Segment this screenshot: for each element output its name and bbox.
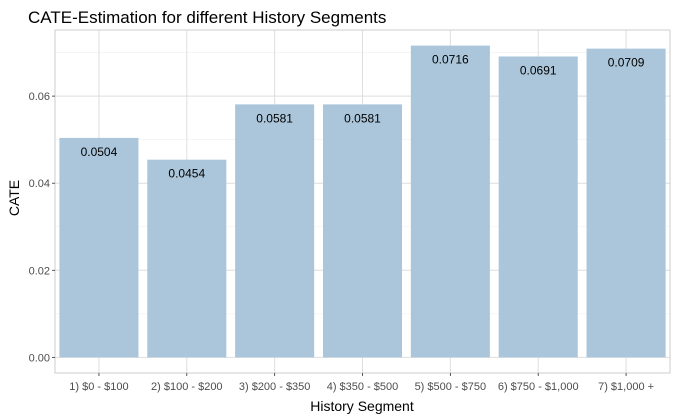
x-tick-label: 7) $1,000 + [598, 381, 654, 393]
bar-3 [235, 104, 315, 358]
bar-4 [322, 104, 403, 358]
x-tick-label: 4) $350 - $500 [327, 381, 399, 393]
value-label-4: 0.0581 [344, 111, 381, 125]
y-tick-label: 0.04 [29, 178, 50, 190]
x-tick-label: 2) $100 - $200 [151, 381, 223, 393]
bar-1 [59, 137, 139, 358]
plot-panel: 0.0504 0.0454 0.0581 0.0581 0.0716 0.0691 0.07… [29, 29, 671, 393]
y-axis-title: CATE [6, 180, 22, 216]
bar-2 [147, 159, 227, 358]
value-label-5: 0.0716 [432, 53, 469, 67]
x-tick-label: 3) $200 - $350 [239, 381, 311, 393]
value-label-7: 0.0709 [608, 56, 645, 70]
x-tick-label: 6) $750 - $1,000 [498, 381, 579, 393]
chart-title: CATE-Estimation for different History Se… [28, 8, 386, 27]
bar-6 [498, 56, 578, 358]
x-tick-label: 1) $0 - $100 [69, 381, 128, 393]
value-label-1: 0.0504 [81, 145, 118, 159]
value-label-6: 0.0691 [520, 63, 557, 77]
x-axis-title: History Segment [310, 398, 414, 414]
bar-7 [586, 48, 666, 358]
y-tick-label: 0.06 [29, 91, 50, 103]
x-tick-label: 5) $500 - $750 [415, 381, 487, 393]
value-label-2: 0.0454 [168, 167, 205, 181]
bar-5 [410, 45, 490, 358]
y-tick-label: 0.00 [29, 352, 50, 364]
value-label-3: 0.0581 [256, 111, 293, 125]
y-tick-label: 0.02 [29, 265, 50, 277]
